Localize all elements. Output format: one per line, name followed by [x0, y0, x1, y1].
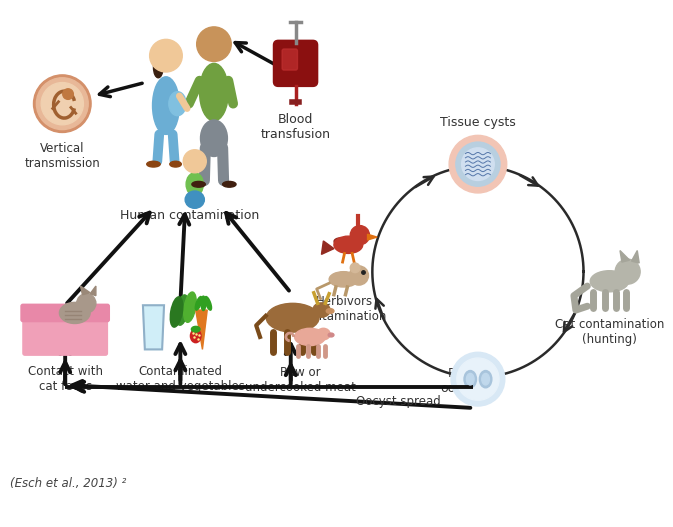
- Ellipse shape: [170, 161, 181, 167]
- FancyBboxPatch shape: [273, 41, 318, 86]
- Ellipse shape: [328, 333, 334, 337]
- Polygon shape: [90, 286, 96, 296]
- Ellipse shape: [295, 328, 325, 346]
- Circle shape: [349, 266, 369, 285]
- Ellipse shape: [201, 120, 227, 157]
- FancyBboxPatch shape: [23, 309, 108, 355]
- Ellipse shape: [267, 304, 319, 332]
- Circle shape: [350, 263, 360, 272]
- Circle shape: [462, 148, 494, 180]
- Ellipse shape: [59, 302, 90, 324]
- Ellipse shape: [200, 63, 228, 121]
- Ellipse shape: [191, 326, 200, 332]
- Polygon shape: [367, 234, 377, 240]
- Ellipse shape: [204, 32, 224, 41]
- Ellipse shape: [153, 56, 163, 78]
- FancyBboxPatch shape: [282, 49, 297, 70]
- Ellipse shape: [147, 161, 160, 167]
- Text: Herbivors
contamination: Herbivors contamination: [302, 295, 387, 323]
- Ellipse shape: [205, 297, 211, 310]
- Ellipse shape: [466, 374, 474, 385]
- Polygon shape: [196, 310, 207, 349]
- Ellipse shape: [326, 309, 334, 314]
- Ellipse shape: [223, 181, 236, 187]
- Text: (Esch et al., 2013) ²: (Esch et al., 2013) ²: [11, 476, 127, 490]
- Circle shape: [41, 83, 83, 125]
- Text: Human contamination: Human contamination: [120, 209, 260, 222]
- Text: Contact with
cat feces: Contact with cat feces: [28, 365, 103, 393]
- Ellipse shape: [153, 44, 174, 57]
- Circle shape: [197, 27, 232, 62]
- Ellipse shape: [313, 303, 330, 317]
- Ellipse shape: [329, 271, 358, 287]
- Text: Cat contamination
(hunting): Cat contamination (hunting): [555, 318, 664, 346]
- Circle shape: [77, 294, 96, 313]
- Circle shape: [63, 89, 73, 100]
- Ellipse shape: [479, 370, 492, 388]
- Ellipse shape: [192, 181, 205, 187]
- Circle shape: [183, 150, 207, 173]
- Circle shape: [449, 135, 507, 193]
- Ellipse shape: [590, 271, 629, 292]
- Ellipse shape: [201, 296, 206, 310]
- Ellipse shape: [190, 329, 201, 343]
- Text: Raw or
undercooked meat: Raw or undercooked meat: [245, 366, 356, 394]
- Polygon shape: [322, 241, 334, 255]
- Text: Fecal
oocysts: Fecal oocysts: [439, 367, 487, 395]
- Text: Vertical
transmission: Vertical transmission: [24, 142, 100, 170]
- Polygon shape: [631, 250, 639, 263]
- Text: Tissue cysts: Tissue cysts: [440, 115, 516, 129]
- Ellipse shape: [334, 236, 363, 253]
- Ellipse shape: [184, 292, 197, 323]
- Circle shape: [149, 40, 182, 72]
- Circle shape: [615, 259, 640, 284]
- Ellipse shape: [482, 374, 489, 385]
- Ellipse shape: [186, 173, 203, 196]
- Ellipse shape: [317, 328, 330, 340]
- Circle shape: [456, 142, 500, 186]
- Ellipse shape: [195, 297, 202, 310]
- Circle shape: [34, 75, 91, 132]
- Circle shape: [350, 226, 369, 245]
- Circle shape: [457, 358, 499, 401]
- Text: Oocyst spread: Oocyst spread: [357, 395, 441, 407]
- Ellipse shape: [334, 238, 355, 248]
- Circle shape: [36, 78, 88, 130]
- Polygon shape: [81, 286, 90, 295]
- Ellipse shape: [169, 92, 186, 115]
- Ellipse shape: [170, 297, 183, 327]
- Ellipse shape: [185, 191, 205, 208]
- Polygon shape: [620, 250, 629, 262]
- Polygon shape: [143, 305, 164, 349]
- Text: Blood
transfusion: Blood transfusion: [260, 113, 330, 141]
- Ellipse shape: [464, 370, 476, 388]
- Ellipse shape: [176, 295, 188, 325]
- Text: Contaminated
water and vegetables: Contaminated water and vegetables: [116, 365, 245, 393]
- Circle shape: [451, 352, 505, 406]
- Ellipse shape: [153, 77, 180, 134]
- FancyBboxPatch shape: [21, 304, 109, 321]
